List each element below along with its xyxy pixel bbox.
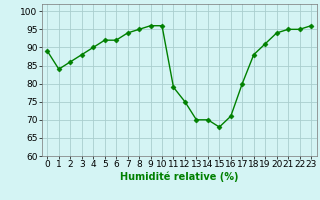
X-axis label: Humidité relative (%): Humidité relative (%) [120,172,238,182]
